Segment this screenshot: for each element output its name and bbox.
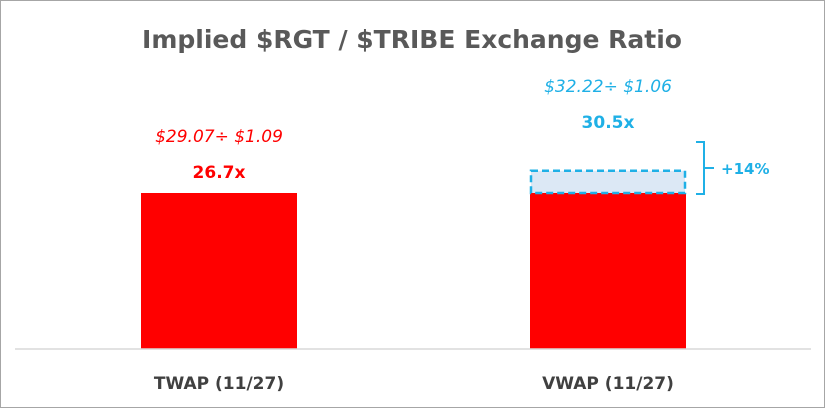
increment-percent-label: +14%	[721, 160, 769, 178]
bar-vwap-increment	[529, 169, 687, 195]
formula-label-twap: $29.07÷ $1.09	[155, 127, 283, 147]
bars-group	[141, 169, 687, 349]
chart-title: Implied $RGT / $TRIBE Exchange Ratio	[142, 25, 682, 54]
bar-twap-base	[141, 193, 297, 349]
x-tick-label-vwap: VWAP (11/27)	[542, 374, 674, 394]
formula-label-vwap: $32.22÷ $1.06	[544, 77, 672, 97]
bar-vwap-base	[530, 193, 686, 349]
x-tick-label-twap: TWAP (11/27)	[154, 374, 284, 394]
data-label-twap: 26.7x	[193, 163, 246, 183]
increment-bracket	[696, 141, 714, 195]
data-label-vwap: 30.5x	[582, 113, 635, 133]
